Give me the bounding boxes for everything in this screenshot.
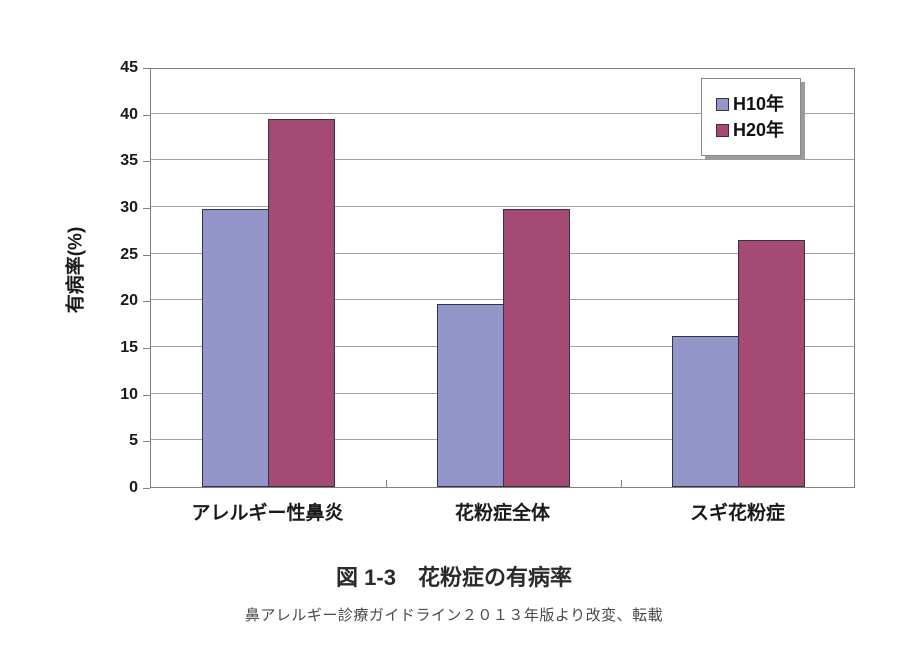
y-tick-label-25: 25 bbox=[120, 245, 138, 263]
y-tick-mark-0 bbox=[143, 488, 150, 489]
legend-entry-0: H10年 bbox=[716, 93, 784, 115]
legend-swatch-icon-1 bbox=[716, 123, 729, 137]
gridline-25 bbox=[151, 252, 854, 254]
category-group-0 bbox=[151, 69, 386, 487]
y-tick-mark-10 bbox=[143, 394, 150, 396]
gridline-40 bbox=[151, 112, 854, 114]
y-tick-label-20: 20 bbox=[120, 292, 138, 310]
y-tick-label-45: 45 bbox=[120, 59, 138, 76]
figure-caption: 図 1-3 花粉症の有病率 bbox=[336, 565, 572, 590]
y-tick-mark-30 bbox=[143, 208, 150, 209]
bar-series0-cat2 bbox=[672, 335, 740, 487]
x-tick-1 bbox=[386, 480, 387, 487]
legend: H10年 H20年 bbox=[701, 78, 802, 156]
figure-source: 鼻アレルギー診療ガイドライン２０１３年版より改変、転載 bbox=[244, 607, 664, 624]
legend-entry-1: H20年 bbox=[716, 119, 784, 141]
y-tick-mark-35 bbox=[143, 161, 150, 163]
category-group-1 bbox=[386, 69, 621, 487]
bar-series0-cat0 bbox=[202, 208, 270, 487]
legend-label-0: H10年 bbox=[733, 94, 785, 114]
y-tick-mark-15 bbox=[143, 348, 150, 349]
bar-series1-cat2 bbox=[737, 239, 805, 487]
gridline-30 bbox=[151, 206, 854, 207]
legend-label-1: H20年 bbox=[733, 120, 785, 140]
y-axis-title: 有病率(%) bbox=[65, 226, 87, 314]
y-tick-mark-45 bbox=[143, 68, 150, 69]
legend-swatch-icon-0 bbox=[716, 97, 729, 111]
bar-series1-cat0 bbox=[267, 119, 335, 487]
x-category-label-1: 花粉症全体 bbox=[454, 503, 550, 524]
y-tick-mark-40 bbox=[143, 114, 150, 116]
y-tick-label-15: 15 bbox=[120, 339, 138, 356]
gridline-35 bbox=[151, 159, 854, 161]
x-category-label-0: アレルギー性鼻炎 bbox=[191, 503, 344, 524]
y-tick-mark-5 bbox=[143, 441, 150, 443]
y-tick-label-30: 30 bbox=[120, 199, 138, 216]
x-category-label-2: スギ花粉症 bbox=[689, 503, 785, 524]
y-tick-label-0: 0 bbox=[129, 479, 138, 496]
bar-series0-cat1 bbox=[437, 304, 505, 487]
y-tick-label-5: 5 bbox=[129, 432, 138, 450]
gridline-20 bbox=[151, 299, 854, 301]
y-tick-label-40: 40 bbox=[120, 105, 138, 123]
y-tick-mark-25 bbox=[143, 254, 150, 256]
category-group-2 bbox=[621, 69, 856, 487]
y-tick-label-10: 10 bbox=[120, 385, 138, 403]
bar-series1-cat1 bbox=[502, 208, 570, 487]
y-tick-label-35: 35 bbox=[120, 152, 138, 170]
y-tick-mark-20 bbox=[143, 301, 150, 303]
x-tick-2 bbox=[621, 480, 622, 487]
